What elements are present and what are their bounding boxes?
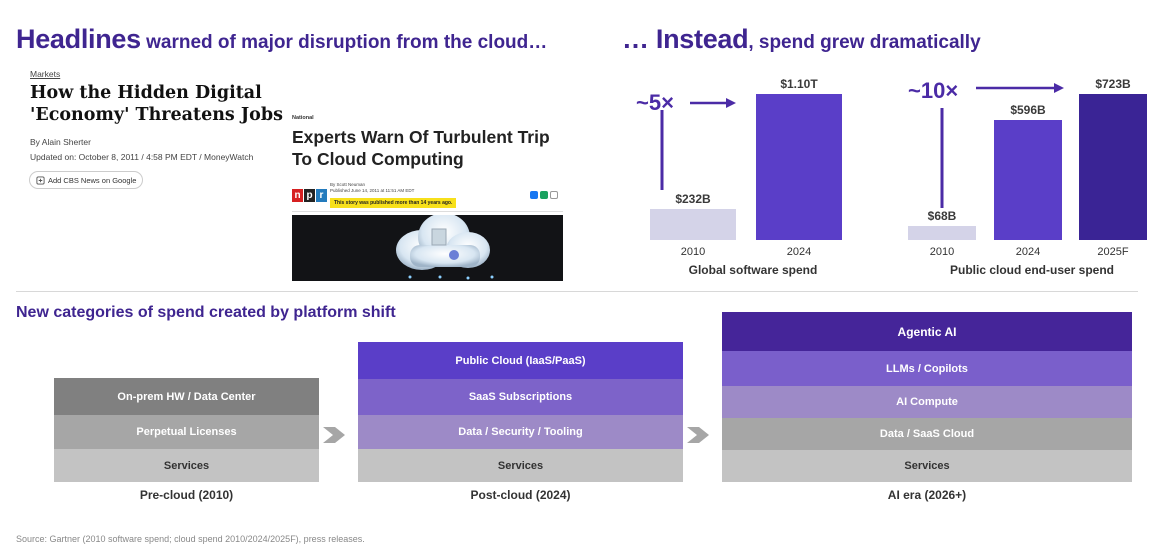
npr-logo: n p r xyxy=(292,189,327,202)
chart2-growth-arrows xyxy=(940,83,1064,208)
shift-arrow-2-icon xyxy=(687,427,709,443)
chart2-value-label-2010: $68B xyxy=(927,209,957,223)
cloud-photo xyxy=(292,215,563,281)
layer-services-post: Services xyxy=(358,449,683,482)
section-divider xyxy=(16,291,1138,292)
chart2-category-2025f: 2025F xyxy=(1097,246,1129,258)
chart2-bar-2024 xyxy=(994,120,1062,240)
article-cbs-byline: By Alain Sherter xyxy=(30,137,91,147)
headline-right-rest: , spend grew dramatically xyxy=(748,32,981,53)
layer-data-saas-cloud: Data / SaaS Cloud xyxy=(722,418,1132,450)
article-npr-rule xyxy=(292,211,563,212)
email-icon xyxy=(550,191,558,199)
layer-ai-compute: AI Compute xyxy=(722,386,1132,418)
article-npr-published: Published June 14, 2011 at 11:51 AM EDT xyxy=(330,188,415,193)
headline-left: Headlines warned of major disruption fro… xyxy=(16,24,547,55)
source-note: Source: Gartner (2010 software spend; cl… xyxy=(16,534,365,544)
chart2-multiplier: ~10× xyxy=(908,78,959,103)
chart1-value-label-2024: $1.10T xyxy=(780,77,818,91)
add-cbs-google-label: Add CBS News on Google xyxy=(48,175,137,185)
stack-ai-era: Agentic AI LLMs / Copilots AI Compute Da… xyxy=(722,312,1132,482)
chart2-title: Public cloud end-user spend xyxy=(949,263,1115,277)
chart2-bar-2025f xyxy=(1079,94,1147,240)
layer-agentic-ai: Agentic AI xyxy=(722,312,1132,351)
chart2-bar-2010 xyxy=(908,226,976,240)
caption-ai-era: AI era (2026+) xyxy=(887,488,967,502)
article-npr-meta: By Scott Neuman Published June 14, 2011 … xyxy=(330,182,414,194)
chart2-category-2024: 2024 xyxy=(1015,246,1041,258)
facebook-icon xyxy=(530,191,538,199)
layer-data-security-tooling: Data / Security / Tooling xyxy=(358,415,683,449)
article-npr-tag: National xyxy=(292,115,314,121)
article-npr-author: By Scott Neuman xyxy=(330,182,366,187)
caption-pre-cloud: Pre-cloud (2010) xyxy=(139,488,234,502)
caption-post-cloud: Post-cloud (2024) xyxy=(470,488,571,502)
article-cbs-updated: Updated on: October 8, 2011 / 4:58 PM ED… xyxy=(30,152,254,162)
chart1-bar-2024 xyxy=(756,94,842,240)
stack-pre-cloud: On-prem HW / Data Center Perpetual Licen… xyxy=(54,378,319,482)
layer-on-prem-hw: On-prem HW / Data Center xyxy=(54,378,319,415)
chart-public-cloud-spend: ~10× $68B $596B $723B 2010 2024 2025F Pu… xyxy=(900,70,1150,280)
headline-right-bold: … Instead xyxy=(622,24,749,54)
article-npr-notice: This story was published more than 14 ye… xyxy=(330,198,457,208)
chart2-category-2010: 2010 xyxy=(929,246,955,258)
layer-llms-copilots: LLMs / Copilots xyxy=(722,351,1132,386)
article-cbs-section: Markets xyxy=(30,69,61,79)
npr-logo-n: n xyxy=(292,189,303,202)
article-cbs-title: How the Hidden Digital 'Economy' Threate… xyxy=(30,83,283,125)
npr-logo-r: r xyxy=(316,189,327,202)
stack-post-cloud: Public Cloud (IaaS/PaaS) SaaS Subscripti… xyxy=(358,342,683,482)
npr-logo-p: p xyxy=(304,189,315,202)
chart1-category-2024: 2024 xyxy=(786,246,812,258)
shift-arrow-1-icon xyxy=(323,427,345,443)
chart1-multiplier: ~5× xyxy=(636,90,674,115)
chart-global-software-spend: ~5× $232B $1.10T 2010 2024 Global softwa… xyxy=(630,70,870,280)
article-npr-title: Experts Warn Of Turbulent Trip To Cloud … xyxy=(292,127,550,169)
chart2-value-label-2024: $596B xyxy=(1010,103,1046,117)
layer-services-ai: Services xyxy=(722,450,1132,482)
layer-services-pre: Services xyxy=(54,449,319,482)
layer-perpetual-licenses: Perpetual Licenses xyxy=(54,415,319,449)
layer-saas-subscriptions: SaaS Subscriptions xyxy=(358,379,683,415)
headline-right: … Instead, spend grew dramatically xyxy=(622,24,981,55)
share-icons xyxy=(530,191,558,199)
layer-public-cloud: Public Cloud (IaaS/PaaS) xyxy=(358,342,683,379)
chart1-growth-arrows xyxy=(660,98,736,190)
chart2-value-label-2025f: $723B xyxy=(1095,77,1131,91)
google-add-icon xyxy=(36,175,45,185)
chart1-category-2010: 2010 xyxy=(680,246,706,258)
share-icon xyxy=(540,191,548,199)
add-cbs-google-chip: Add CBS News on Google xyxy=(29,171,144,189)
chart1-bar-2010 xyxy=(650,209,736,240)
chart1-value-label-2010: $232B xyxy=(675,192,711,206)
chart1-title: Global software spend xyxy=(688,263,818,277)
headline-left-rest: warned of major disruption from the clou… xyxy=(140,32,548,53)
cloud-illustration xyxy=(396,215,494,280)
platform-shift-title: New categories of spend created by platf… xyxy=(16,304,396,321)
headline-left-bold: Headlines xyxy=(16,24,141,54)
